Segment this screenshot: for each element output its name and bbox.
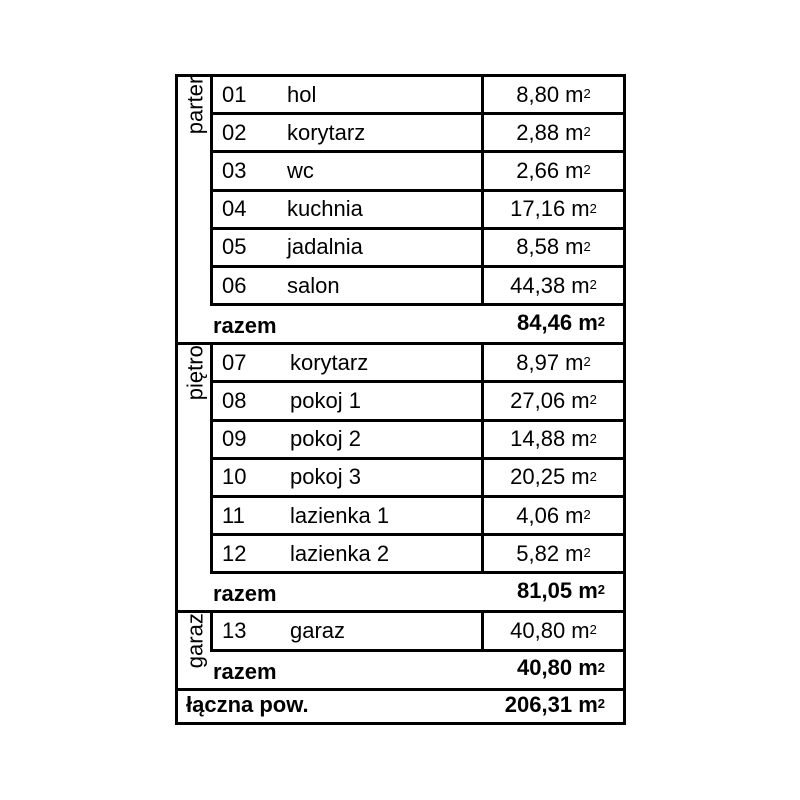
superscript: 2 (597, 659, 605, 675)
room-number: 11 (222, 502, 245, 528)
superscript: 2 (589, 622, 597, 638)
superscript: 2 (589, 430, 597, 446)
room-name: korytarz (287, 119, 366, 145)
room-number: 04 (222, 196, 247, 222)
section-label: parter (182, 77, 208, 135)
section-total-label: razem (213, 581, 277, 607)
room-name: pokoj 2 (290, 426, 361, 452)
room-name: hol (287, 81, 317, 107)
room-name: kuchnia (287, 196, 363, 222)
superscript: 2 (589, 277, 597, 293)
room-name: pokoj 1 (290, 387, 361, 413)
superscript: 2 (583, 162, 591, 178)
superscript: 2 (583, 124, 591, 140)
superscript: 2 (589, 468, 597, 484)
superscript: 2 (583, 354, 591, 370)
superscript: 2 (583, 86, 591, 102)
superscript: 2 (583, 238, 591, 254)
room-name: pokoj 3 (290, 464, 361, 490)
room-number: 09 (222, 426, 247, 452)
room-name: jadalnia (287, 234, 363, 260)
room-name: salon (287, 272, 340, 298)
room-number: 03 (222, 157, 247, 183)
section-total-label: razem (213, 313, 277, 339)
superscript: 2 (597, 314, 605, 330)
room-number: 08 (222, 387, 247, 413)
room-name: wc (287, 157, 314, 183)
room-number: 07 (222, 349, 247, 375)
area-table: parter 01 hol 8,80 m 2 02 korytarz 2,88 m 2 03 wc 2… (175, 74, 626, 725)
room-number: 12 (222, 540, 247, 566)
room-number: 10 (222, 464, 247, 490)
room-number: 06 (222, 272, 247, 298)
room-name: korytarz (290, 349, 369, 375)
superscript: 2 (589, 392, 597, 408)
room-name: lazienka 1 (290, 502, 390, 528)
superscript: 2 (597, 582, 605, 598)
grand-total-label: łączna pow. (186, 691, 309, 717)
superscript: 2 (597, 696, 605, 712)
room-number: 13 (222, 617, 247, 643)
room-number: 05 (222, 234, 247, 260)
room-name: lazienka 2 (290, 540, 390, 566)
superscript: 2 (583, 507, 591, 523)
room-name: garaz (290, 617, 346, 643)
room-number: 01 (222, 81, 247, 107)
room-number: 02 (222, 119, 247, 145)
section-total-label: razem (213, 658, 277, 684)
superscript: 2 (589, 200, 597, 216)
superscript: 2 (583, 545, 591, 561)
section-label: piętro (182, 345, 208, 401)
